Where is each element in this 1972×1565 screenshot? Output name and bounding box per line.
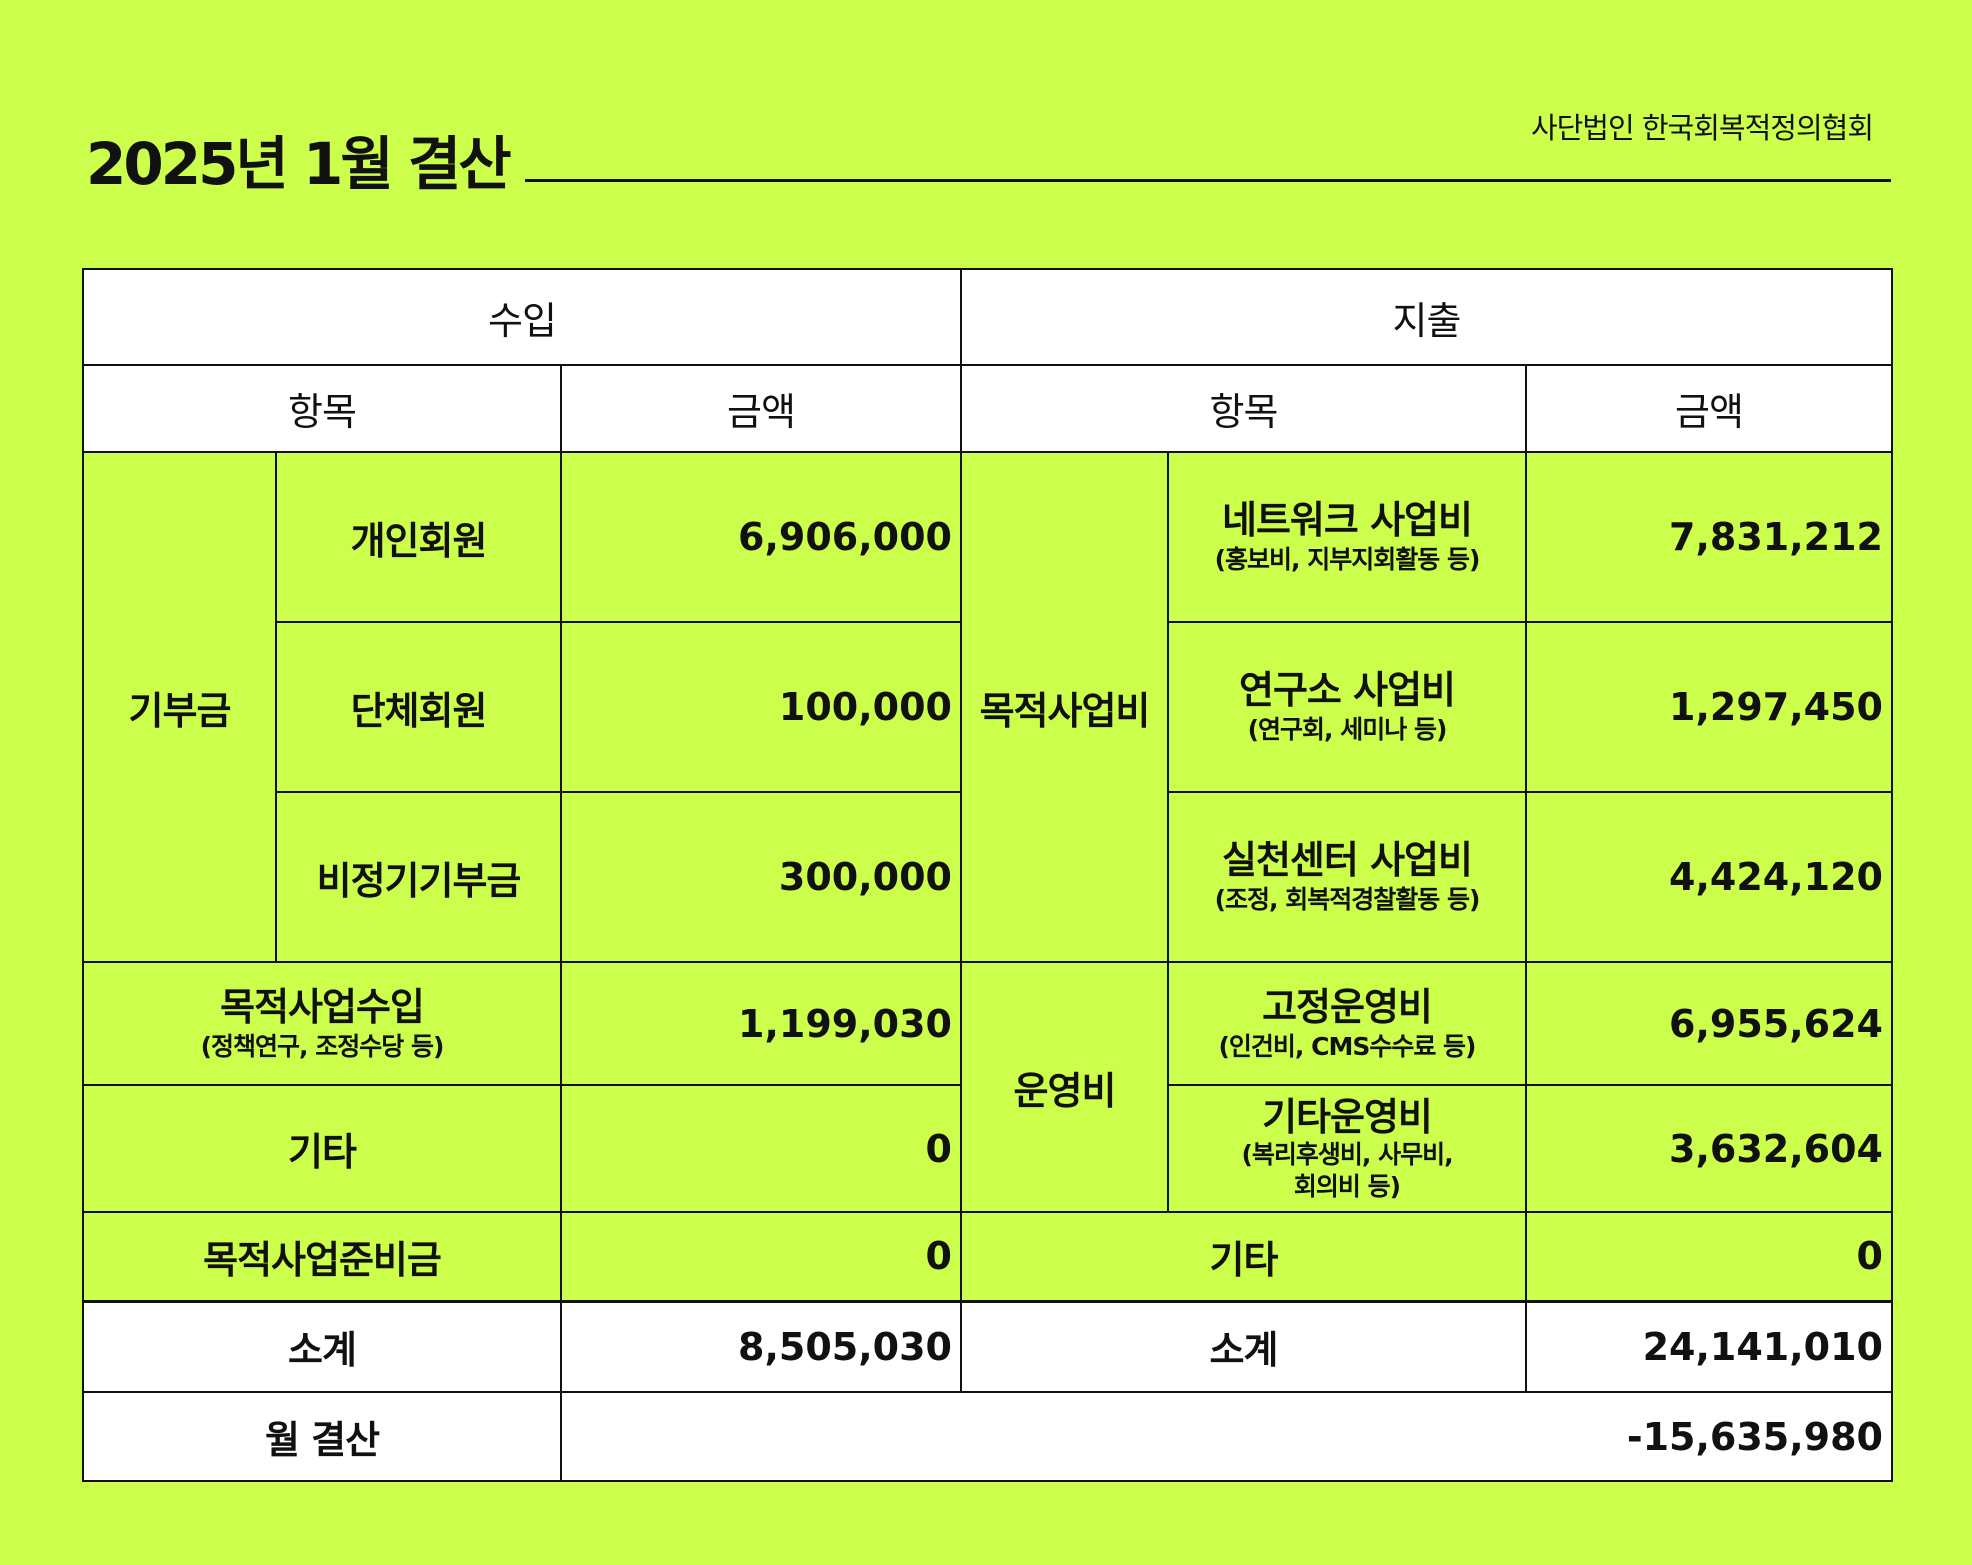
donation-group-label: 기부금 — [82, 451, 277, 963]
irregular-donation-label: 비정기기부금 — [275, 791, 562, 963]
fixed-operation-cell: 고정운영비 (인건비, CMS수수료 등) — [1167, 961, 1527, 1086]
network-expense-sub: (홍보비, 지부지회활동 등) — [1214, 545, 1481, 574]
expense-subtotal-amount: 24,141,010 — [1525, 1299, 1893, 1393]
income-subtotal-label: 소계 — [82, 1299, 562, 1393]
network-expense-amount: 7,831,212 — [1525, 451, 1893, 623]
expense-amount-header: 금액 — [1525, 364, 1893, 453]
other-operation-sub2: 회의비 등) — [1293, 1171, 1401, 1201]
expense-other-label: 기타 — [960, 1211, 1527, 1302]
page-title: 2025년 1월 결산 — [86, 130, 512, 198]
expense-header: 지출 — [960, 268, 1893, 366]
other-operation-amount: 3,632,604 — [1525, 1084, 1893, 1213]
expense-item-header: 항목 — [960, 364, 1527, 453]
fixed-operation-amount: 6,955,624 — [1525, 961, 1893, 1086]
individual-member-label: 개인회원 — [275, 451, 562, 623]
expense-other-amount: 0 — [1525, 1211, 1893, 1302]
title-divider — [525, 179, 1891, 182]
project-income-amount: 1,199,030 — [560, 961, 962, 1086]
operation-group-label: 운영비 — [960, 961, 1169, 1213]
income-header: 수입 — [82, 268, 962, 366]
practice-expense-label: 실천센터 사업비 — [1222, 838, 1473, 882]
reserve-fund-label: 목적사업준비금 — [82, 1211, 562, 1302]
budget-table: 수입 지출 항목 금액 항목 금액 기부금 개인회원 6,906,000 목적사… — [82, 268, 1893, 1482]
fixed-operation-label: 고정운영비 — [1262, 984, 1433, 1029]
irregular-donation-amount: 300,000 — [560, 791, 962, 963]
research-expense-cell: 연구소 사업비 (연구회, 세미나 등) — [1167, 621, 1527, 793]
research-expense-label: 연구소 사업비 — [1239, 668, 1456, 712]
project-income-cell: 목적사업수입 (정책연구, 조정수당 등) — [82, 961, 562, 1086]
other-operation-label: 기타운영비 — [1262, 1094, 1433, 1139]
group-member-label: 단체회원 — [275, 621, 562, 793]
monthly-balance-amount: -15,635,980 — [560, 1391, 1893, 1482]
project-income-label: 목적사업수입 — [220, 984, 425, 1029]
network-expense-cell: 네트워크 사업비 (홍보비, 지부지회활동 등) — [1167, 451, 1527, 623]
other-operation-sub1: (복리후생비, 사무비, — [1241, 1139, 1453, 1169]
individual-member-amount: 6,906,000 — [560, 451, 962, 623]
research-expense-amount: 1,297,450 — [1525, 621, 1893, 793]
practice-expense-cell: 실천센터 사업비 (조정, 회복적경찰활동 등) — [1167, 791, 1527, 963]
income-amount-header: 금액 — [560, 364, 962, 453]
income-item-header: 항목 — [82, 364, 562, 453]
group-member-amount: 100,000 — [560, 621, 962, 793]
reserve-fund-amount: 0 — [560, 1211, 962, 1302]
project-expense-group-label: 목적사업비 — [960, 451, 1169, 963]
practice-expense-amount: 4,424,120 — [1525, 791, 1893, 963]
practice-expense-sub: (조정, 회복적경찰활동 등) — [1214, 885, 1481, 914]
organization-name: 사단법인 한국회복적정의협회 — [1530, 111, 1874, 145]
income-subtotal-amount: 8,505,030 — [560, 1299, 962, 1393]
expense-subtotal-label: 소계 — [960, 1299, 1527, 1393]
fixed-operation-sub: (인건비, CMS수수료 등) — [1218, 1031, 1477, 1061]
research-expense-sub: (연구회, 세미나 등) — [1247, 715, 1448, 744]
network-expense-label: 네트워크 사업비 — [1222, 498, 1473, 542]
project-income-sub: (정책연구, 조정수당 등) — [200, 1031, 445, 1061]
income-other-amount: 0 — [560, 1084, 962, 1213]
income-other-label: 기타 — [82, 1084, 562, 1213]
monthly-balance-label: 월 결산 — [82, 1391, 562, 1482]
other-operation-cell: 기타운영비 (복리후생비, 사무비, 회의비 등) — [1167, 1084, 1527, 1213]
